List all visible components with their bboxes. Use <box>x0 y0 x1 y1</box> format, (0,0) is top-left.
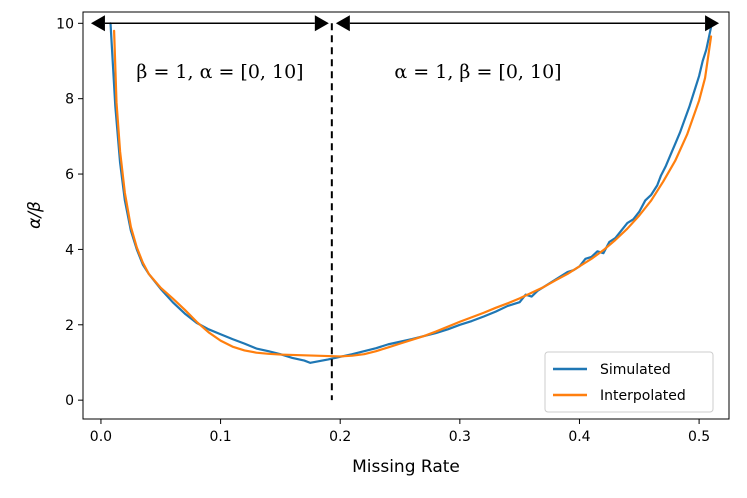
x-tick-label: 0.3 <box>449 429 471 445</box>
legend-label-interpolated: Interpolated <box>600 388 686 404</box>
y-tick-label: 2 <box>65 318 74 334</box>
x-tick-label: 0.2 <box>329 429 351 445</box>
x-tick-label: 0.0 <box>90 429 112 445</box>
annotation-left: β = 1, α = [0, 10] <box>136 61 303 83</box>
plot-area <box>109 22 713 364</box>
arrow-right-range-left-head <box>335 15 350 32</box>
x-axis-label: Missing Rate <box>352 457 460 477</box>
y-tick-label: 4 <box>65 242 74 258</box>
annotations <box>90 15 720 401</box>
annotation-right: α = 1, β = [0, 10] <box>394 61 561 83</box>
arrow-left-range-left-head <box>90 15 105 32</box>
legend-label-simulated: Simulated <box>600 362 671 378</box>
legend-box <box>544 351 714 413</box>
x-tick-label: 0.1 <box>209 429 231 445</box>
legend: Simulated Interpolated <box>544 351 714 413</box>
y-tick-label: 6 <box>65 167 74 183</box>
x-tick-label: 0.4 <box>568 429 590 445</box>
x-tick-label: 0.5 <box>688 429 710 445</box>
y-tick-label: 0 <box>65 393 74 409</box>
arrow-right-range-right-head <box>705 15 720 32</box>
axes-frame <box>82 11 730 420</box>
series-line-interpolated <box>113 29 713 358</box>
y-tick-label: 10 <box>56 16 74 32</box>
y-axis-label: α/β <box>25 201 45 229</box>
arrow-left-range-right-head <box>314 15 329 32</box>
series-line-simulated <box>109 22 713 364</box>
axis-ticks: 0.0 0.1 0.2 0.3 0.4 0.5 0 2 4 6 8 10 <box>56 16 710 445</box>
y-tick-label: 8 <box>65 92 74 108</box>
